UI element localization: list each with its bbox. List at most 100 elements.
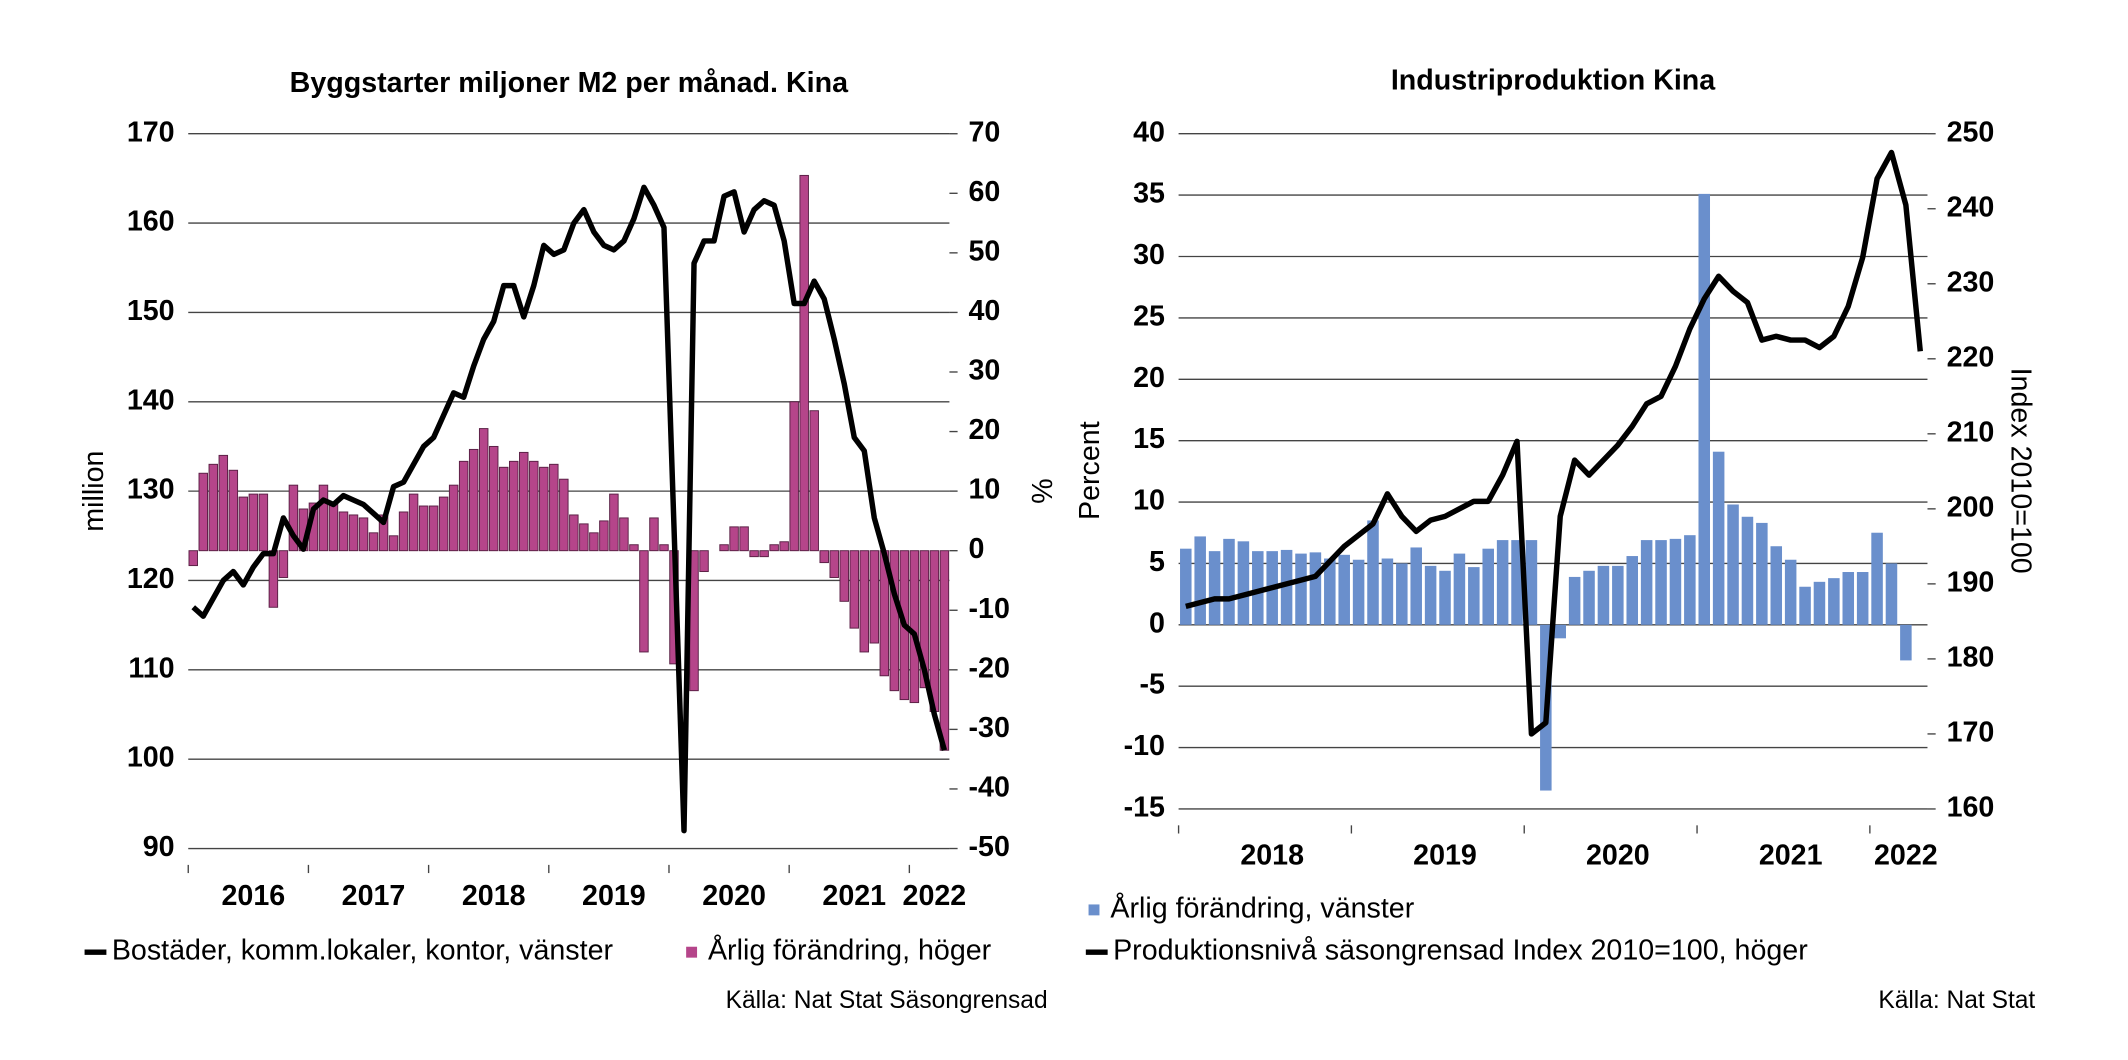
y2-tick-label: 160	[1947, 792, 1995, 824]
bar	[1453, 553, 1466, 625]
bar	[1900, 624, 1912, 661]
bar	[1482, 548, 1494, 625]
x-tick-label: 2020	[702, 880, 766, 912]
y2-tick-label: 30	[969, 355, 1001, 387]
y-axis-label: million	[78, 451, 110, 532]
bar	[358, 517, 369, 552]
bar	[539, 466, 549, 552]
y2-tick-label: 180	[1947, 641, 1995, 673]
bar	[1684, 535, 1696, 625]
bar	[1324, 558, 1336, 625]
bar	[348, 514, 359, 552]
bar	[1655, 540, 1667, 625]
bar	[829, 550, 839, 578]
y-axis-label: Percent	[1074, 421, 1106, 520]
bar	[218, 454, 229, 552]
bar	[1871, 532, 1883, 625]
bar	[418, 505, 429, 552]
y-tick-label: 160	[127, 206, 175, 238]
bar	[789, 401, 799, 552]
bar	[338, 511, 349, 552]
y2-tick-label: 170	[1947, 716, 1995, 748]
y2-tick-label: 190	[1947, 566, 1995, 598]
legend-label: Produktionsnivå säsongrensad Index 2010=…	[1113, 935, 1808, 967]
bar	[629, 544, 639, 552]
bar	[278, 550, 289, 578]
y-tick-label: -10	[1124, 730, 1165, 762]
bar	[1525, 540, 1538, 625]
chart-title: Industriproduktion Kina	[1391, 64, 1716, 96]
bar	[819, 550, 829, 564]
y-tick-label: 150	[127, 295, 175, 327]
bar	[1597, 565, 1610, 625]
bar	[428, 505, 439, 552]
y2-tick-label: -30	[969, 712, 1010, 744]
bar	[1626, 556, 1639, 625]
bar	[519, 451, 529, 552]
bar	[1568, 576, 1581, 625]
bar	[1727, 504, 1739, 625]
bar	[849, 550, 860, 629]
x-tick-label: 2021	[1759, 839, 1823, 871]
bar	[468, 448, 479, 552]
legend-label: Årlig förändring, höger	[708, 934, 992, 967]
bar	[1223, 538, 1235, 625]
y-tick-label: 15	[1133, 423, 1165, 455]
bar	[779, 541, 789, 552]
legend-label: Årlig förändring, vänster	[1110, 891, 1414, 924]
bar	[368, 532, 379, 552]
bar	[398, 511, 409, 552]
y-tick-label: 25	[1133, 300, 1165, 332]
bar	[1741, 516, 1754, 625]
chart: Byggstarter miljoner M2 per månad. Kina 9…	[78, 67, 1057, 1014]
bar	[328, 502, 339, 552]
bar	[228, 469, 239, 552]
bar	[559, 478, 569, 552]
bar	[248, 493, 259, 552]
bar	[929, 550, 940, 712]
y2-tick-label: 250	[1947, 116, 1995, 148]
bar	[569, 514, 579, 552]
bar	[1511, 540, 1523, 625]
bar	[488, 445, 499, 552]
bar	[1295, 553, 1307, 625]
bar	[478, 428, 489, 552]
bar	[809, 410, 819, 552]
bar	[318, 484, 329, 552]
bar	[238, 496, 249, 552]
bar	[769, 544, 779, 552]
bar	[208, 463, 219, 552]
legend-label: Bostäder, komm.lokaler, kontor, vänster	[112, 935, 614, 967]
y2-axis-label: Index 2010=100	[2004, 368, 2036, 574]
x-tick-label: 2018	[462, 880, 526, 912]
bar	[719, 544, 729, 552]
bar	[1208, 551, 1221, 625]
bar	[1698, 193, 1711, 625]
bar	[799, 174, 809, 552]
y-tick-label: 5	[1149, 546, 1165, 578]
bar	[498, 466, 509, 552]
bar	[839, 550, 849, 602]
y2-tick-label: -20	[969, 652, 1010, 684]
bar	[388, 535, 399, 552]
bar	[609, 493, 619, 552]
bar	[1784, 559, 1797, 625]
x-tick-label: 2022	[1874, 839, 1938, 871]
bar	[1583, 570, 1595, 625]
x-tick-label: 2020	[1586, 839, 1650, 871]
y-tick-label: 140	[127, 384, 175, 416]
bar	[1799, 586, 1811, 625]
line	[191, 184, 948, 834]
y-tick-label: 35	[1133, 178, 1165, 210]
bar	[919, 550, 930, 689]
y-tick-label: -15	[1124, 792, 1165, 824]
y-tick-label: 110	[128, 652, 174, 684]
bar	[1396, 563, 1408, 625]
y2-tick-label: 200	[1947, 491, 1995, 523]
legend-swatch	[686, 946, 698, 958]
line	[1185, 149, 1923, 737]
bar	[639, 550, 649, 653]
bar	[1813, 581, 1826, 625]
y2-tick-label: 220	[1947, 341, 1995, 373]
